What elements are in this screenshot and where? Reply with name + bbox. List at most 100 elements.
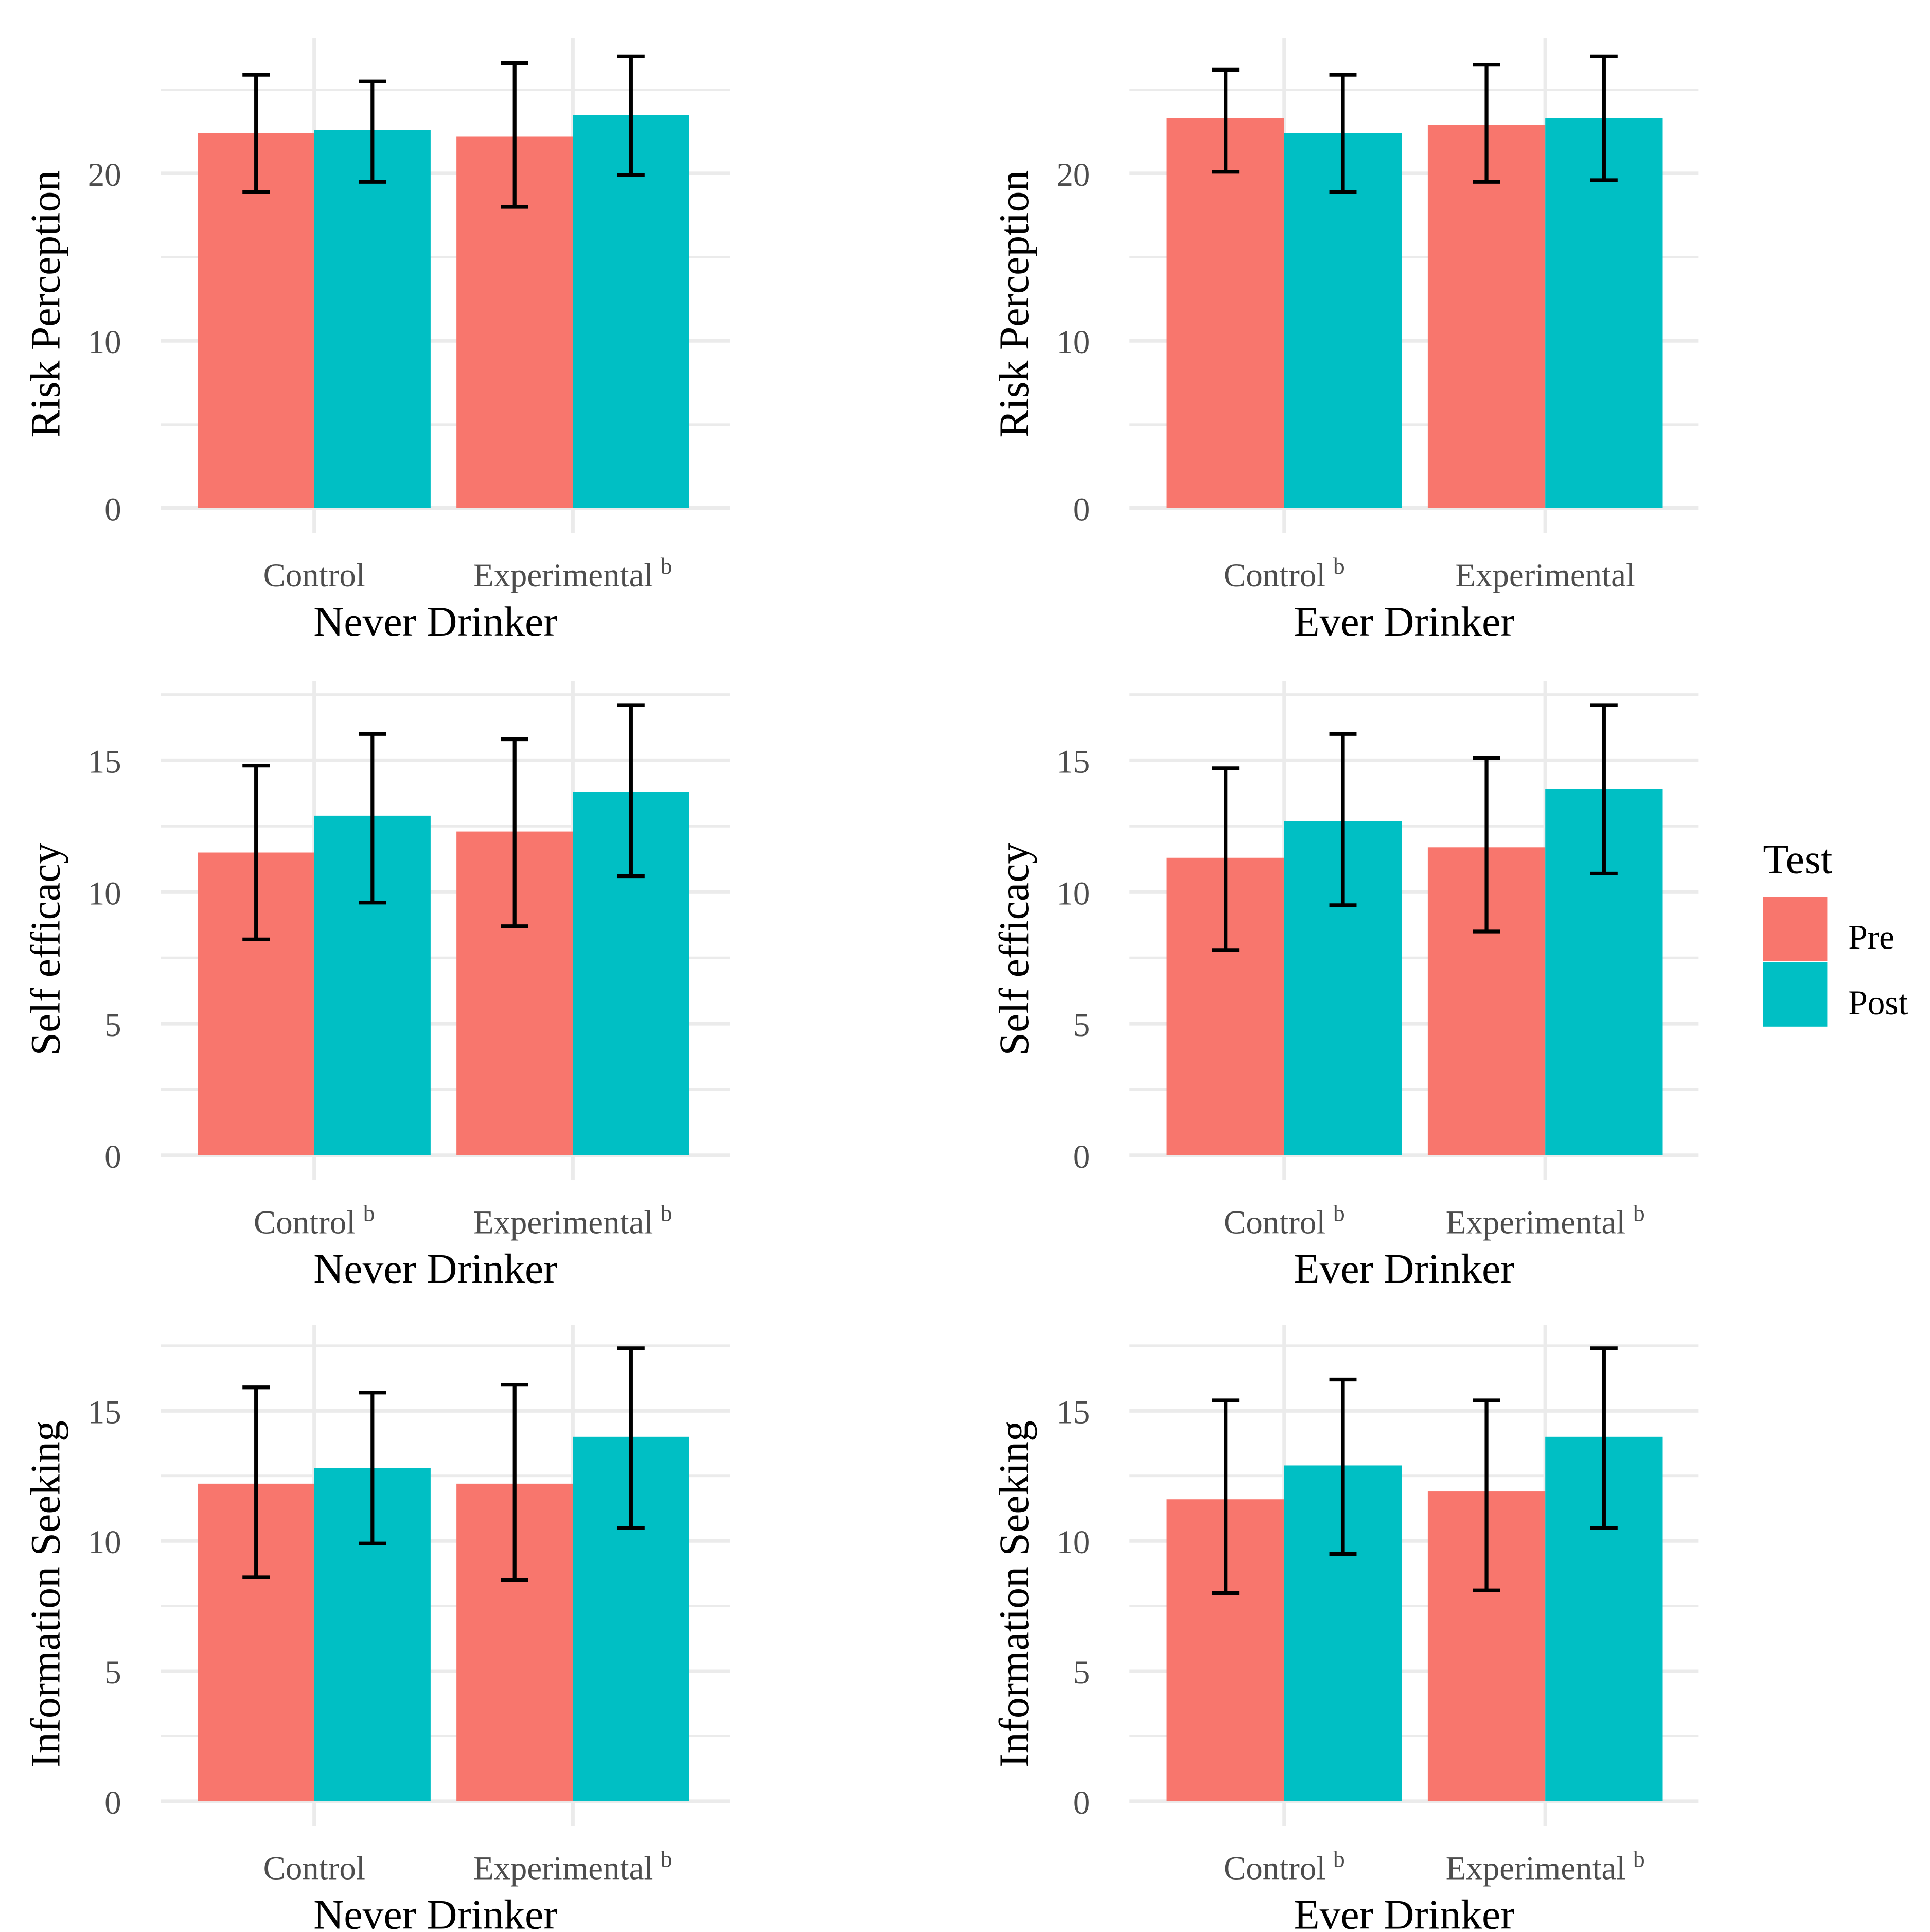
x-tick-label-text: Experimental — [473, 1204, 653, 1241]
y-tick-label: 5 — [104, 1007, 121, 1044]
error-bar — [1329, 73, 1357, 194]
error-bar — [501, 61, 528, 209]
x-tick-label: Control — [263, 557, 365, 594]
x-tick-label-superscript: b — [1333, 1200, 1345, 1226]
panel-5: 0 5 10 15 Control b Experimental b Ever Drinker I… — [990, 1325, 1699, 1932]
y-tick-label: 15 — [1056, 743, 1090, 780]
y-tick-label: 10 — [1056, 875, 1090, 912]
x-tick-label-superscript: b — [661, 1200, 672, 1226]
error-bar — [1473, 63, 1500, 184]
legend-key-pre — [1763, 897, 1828, 961]
bar-pre-experimental — [1427, 125, 1546, 508]
y-tick-label: 0 — [1073, 1784, 1090, 1821]
y-tick-label: 10 — [1056, 324, 1090, 361]
x-tick-label-superscript: b — [363, 1200, 375, 1226]
x-axis-title: Never Drinker — [313, 1245, 557, 1292]
panel-3: 0 5 10 15 Control b Experimental b Ever Drinker S… — [990, 681, 1699, 1292]
x-tick-label-superscript: b — [1333, 553, 1345, 579]
y-axis-title: Risk Perception — [22, 170, 68, 438]
y-tick-label: 5 — [104, 1654, 121, 1691]
error-bar — [1212, 766, 1240, 952]
bar-post-experimental — [1545, 118, 1663, 508]
panel-2: 0 5 10 15 Control b Experimental b Never Drinker… — [22, 681, 730, 1292]
y-axis-title: Self efficacy — [990, 843, 1037, 1056]
x-axis-title: Ever Drinker — [1294, 1245, 1515, 1292]
x-tick-label-text: Experimental — [1455, 557, 1635, 594]
y-tick-label: 0 — [1073, 491, 1090, 528]
error-bar — [242, 1385, 270, 1579]
y-tick-label: 15 — [88, 1394, 121, 1431]
x-tick-label: Control b — [1224, 1846, 1345, 1887]
y-axis-title: Risk Perception — [990, 170, 1037, 438]
panel-4: 0 5 10 15 Control Experimental b Never Drinker I… — [22, 1325, 730, 1932]
x-tick-label-superscript: b — [661, 1846, 672, 1872]
y-tick-label: 20 — [88, 156, 121, 194]
bar-pre-control — [198, 133, 314, 508]
x-tick-label-text: Experimental — [473, 557, 653, 594]
y-tick-label: 0 — [104, 491, 121, 528]
error-bar — [359, 1391, 386, 1545]
legend-label-pre: Pre — [1848, 918, 1894, 956]
error-bar — [617, 1346, 645, 1530]
y-tick-label: 10 — [88, 1524, 121, 1561]
x-tick-label: Experimental b — [1446, 1846, 1645, 1887]
x-tick-label-text: Control — [1224, 1850, 1325, 1887]
x-tick-label-text: Experimental — [1446, 1204, 1626, 1241]
x-axis-title: Never Drinker — [313, 598, 557, 645]
y-tick-label: 20 — [1056, 156, 1090, 194]
x-axis-title: Never Drinker — [313, 1891, 557, 1932]
y-axis-title: Information Seeking — [22, 1420, 68, 1767]
x-tick-label: Experimental b — [473, 1846, 672, 1887]
error-bar — [1473, 756, 1500, 934]
y-axis-title: Self efficacy — [22, 843, 68, 1056]
error-bar — [1212, 67, 1240, 174]
error-bar — [1329, 1377, 1357, 1556]
legend: Test Pre Post — [1763, 836, 1908, 1027]
x-tick-label: Control — [263, 1850, 365, 1887]
y-tick-label: 5 — [1073, 1654, 1090, 1691]
panel-0: 0 10 20 Control Experimental b Never Drinker Ri… — [22, 38, 730, 645]
error-bar — [1590, 54, 1618, 182]
y-tick-label: 15 — [1056, 1394, 1090, 1431]
x-tick-label-text: Control — [1224, 1204, 1325, 1241]
x-tick-label: Control b — [254, 1200, 375, 1241]
y-axis-title: Information Seeking — [990, 1420, 1037, 1767]
x-axis-title: Ever Drinker — [1294, 598, 1515, 645]
bar-pre-control — [1166, 118, 1284, 508]
error-bar — [1212, 1398, 1240, 1595]
y-tick-label: 10 — [88, 875, 121, 912]
error-bar — [242, 764, 270, 941]
legend-key-post — [1763, 962, 1828, 1027]
x-tick-label-text: Control — [254, 1204, 356, 1241]
x-tick-label-text: Experimental — [1446, 1850, 1626, 1887]
x-tick-label-text: Control — [263, 1850, 365, 1887]
error-bar — [1329, 732, 1357, 907]
y-tick-label: 0 — [1073, 1138, 1090, 1175]
y-tick-label: 15 — [88, 743, 121, 780]
x-tick-label-text: Experimental — [473, 1850, 653, 1887]
x-tick-label: Experimental b — [473, 1200, 672, 1241]
error-bar — [617, 54, 645, 177]
error-bar — [1590, 703, 1618, 876]
error-bar — [501, 737, 528, 928]
x-axis-title: Ever Drinker — [1294, 1891, 1515, 1932]
x-tick-label-text: Control — [1224, 557, 1325, 594]
error-bar — [359, 732, 386, 905]
x-tick-label: Control b — [1224, 1200, 1345, 1241]
y-tick-label: 0 — [104, 1138, 121, 1175]
panels: 0 10 20 Control Experimental b Never Drinker Ri… — [22, 38, 1699, 1932]
bar-post-control — [1284, 133, 1402, 508]
x-tick-label-superscript: b — [1633, 1846, 1645, 1872]
error-bar — [359, 79, 386, 184]
x-tick-label: Experimental — [1455, 557, 1635, 594]
x-tick-label: Control b — [1224, 553, 1345, 594]
y-tick-label: 0 — [104, 1784, 121, 1821]
bar-post-control — [314, 130, 431, 508]
y-tick-label: 5 — [1073, 1007, 1090, 1044]
error-bar — [617, 703, 645, 879]
legend-label-post: Post — [1848, 983, 1908, 1022]
x-tick-label-text: Control — [263, 557, 365, 594]
error-bar — [1473, 1398, 1500, 1592]
y-tick-label: 10 — [88, 324, 121, 361]
x-tick-label: Experimental b — [473, 553, 672, 594]
